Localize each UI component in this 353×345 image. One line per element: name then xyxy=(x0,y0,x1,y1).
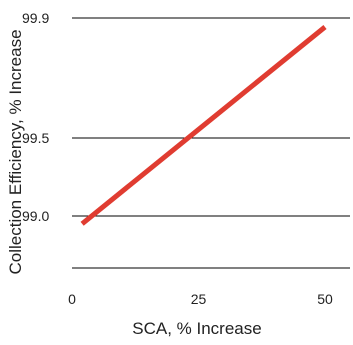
x-axis-label: SCA, % Increase xyxy=(132,319,261,338)
y-axis-label: Collection Efficiency, % Increase xyxy=(6,29,25,274)
y-tick-label-2: 99.9 xyxy=(22,10,49,26)
x-tick-label-2: 50 xyxy=(317,291,333,307)
grid-lines xyxy=(72,17,350,217)
x-tick-label-0: 0 xyxy=(68,291,76,307)
y-tick-label-0: 99.0 xyxy=(22,208,49,224)
x-tick-label-1: 25 xyxy=(191,291,207,307)
tick-labels: 99.0 99.5 99.9 0 25 50 xyxy=(22,10,333,307)
series-line-0 xyxy=(80,25,327,226)
series-lines xyxy=(80,25,327,226)
y-tick-label-1: 99.5 xyxy=(22,130,49,146)
